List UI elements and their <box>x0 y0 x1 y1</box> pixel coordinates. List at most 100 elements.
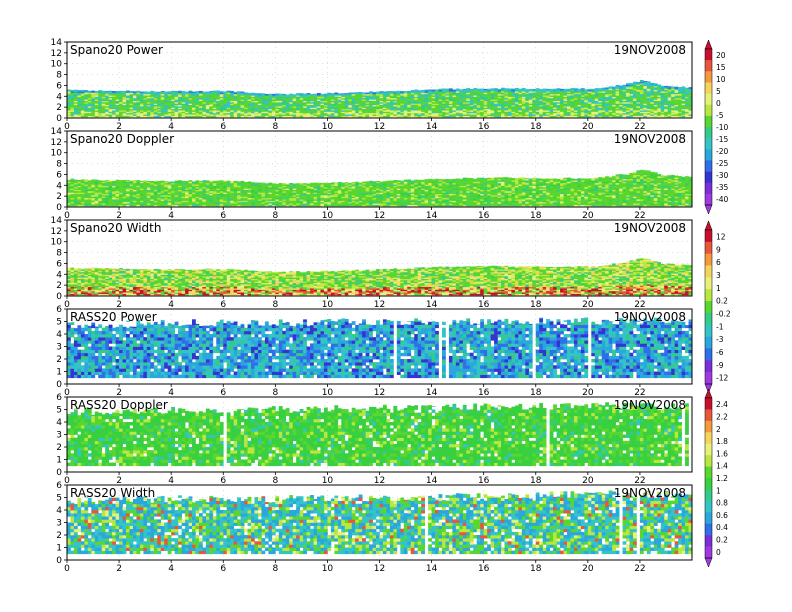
heatmap-cell <box>119 91 123 92</box>
heatmap-cell <box>452 89 456 90</box>
heatmap-cell <box>143 91 147 92</box>
heatmap-cell <box>154 92 158 93</box>
heatmap-cell <box>227 181 231 182</box>
heatmap-cell <box>619 86 623 87</box>
heatmap-cell <box>251 93 255 94</box>
heatmap-cell <box>470 89 474 90</box>
y-tick-label: 14 <box>51 38 63 48</box>
heatmap-cell <box>609 86 613 87</box>
heatmap-cell <box>418 90 422 91</box>
heatmap-cell <box>598 88 602 89</box>
heatmap-cell <box>102 181 106 182</box>
heatmap-cell <box>143 180 147 182</box>
heatmap-cell <box>265 94 269 96</box>
heatmap-cell <box>414 89 418 90</box>
heatmap-cell <box>255 93 259 94</box>
heatmap-cell <box>258 93 262 94</box>
heatmap-cell <box>456 89 460 91</box>
heatmap-cell <box>130 181 134 182</box>
heatmap-cell <box>189 91 193 92</box>
heatmap-cell <box>411 90 415 91</box>
heatmap-cell <box>244 182 248 183</box>
heatmap-cell <box>522 88 526 89</box>
heatmap-cell <box>324 94 328 95</box>
heatmap-cell <box>338 93 342 94</box>
heatmap-cell <box>67 89 71 90</box>
heatmap-cell <box>567 89 571 90</box>
panel-title: Spano20 Power <box>70 43 163 57</box>
heatmap-cell <box>307 93 311 94</box>
heatmap-cell <box>570 88 574 89</box>
heatmap-cell <box>657 84 661 86</box>
heatmap-cell <box>682 86 686 87</box>
heatmap-cell <box>654 83 658 84</box>
heatmap-cell <box>480 89 484 91</box>
heatmap-cell <box>126 180 130 181</box>
heatmap-cell <box>178 91 182 92</box>
heatmap-cell <box>123 91 127 92</box>
heatmap-cell <box>442 88 446 90</box>
heatmap-cell <box>168 91 172 93</box>
heatmap-cell <box>574 88 578 89</box>
heatmap-cell <box>133 91 137 92</box>
heatmap-cell <box>81 90 85 92</box>
heatmap-cell <box>223 91 227 92</box>
heatmap-cell <box>251 182 255 183</box>
heatmap-cell <box>209 181 213 182</box>
heatmap-cell <box>164 181 168 182</box>
heatmap-cell <box>255 182 259 183</box>
heatmap-cell <box>95 180 99 181</box>
heatmap-cell <box>685 88 689 89</box>
heatmap-cell <box>348 92 352 94</box>
heatmap-cell <box>164 92 168 93</box>
heatmap-cell <box>244 93 248 95</box>
heatmap-cell <box>397 91 401 92</box>
heatmap-cell <box>98 90 102 91</box>
heatmap-cell <box>633 82 637 84</box>
heatmap-cell <box>376 92 380 93</box>
heatmap-cell <box>539 89 543 90</box>
heatmap-cell <box>178 180 182 182</box>
heatmap-cell <box>282 183 286 184</box>
heatmap-cell <box>327 93 331 94</box>
heatmap-cell <box>275 93 279 94</box>
heatmap-cell <box>366 93 370 95</box>
y-tick-label: 12 <box>51 49 62 59</box>
heatmap-cell <box>88 91 92 92</box>
y-tick-label: 8 <box>56 71 62 81</box>
heatmap-cell <box>286 95 290 96</box>
heatmap-cell <box>140 181 144 182</box>
heatmap-cell <box>199 181 203 182</box>
heatmap-cell <box>369 91 373 92</box>
heatmap-cell <box>175 181 179 182</box>
heatmap-cell <box>206 180 210 181</box>
heatmap-cell <box>220 180 224 182</box>
heatmap-cell <box>74 180 78 181</box>
heatmap-cell <box>605 87 609 88</box>
heatmap-cell <box>671 86 675 87</box>
heatmap-cell <box>289 183 293 185</box>
heatmap-cell <box>272 94 276 96</box>
heatmap-cell <box>466 88 470 89</box>
heatmap-cell <box>428 90 432 91</box>
y-tick-label: 0 <box>56 114 62 124</box>
heatmap-cell <box>518 89 522 90</box>
heatmap-cell <box>477 89 481 90</box>
heatmap-cell <box>77 180 81 181</box>
heatmap-cell <box>546 89 550 90</box>
heatmap-cell <box>189 180 193 182</box>
heatmap-cell <box>515 88 519 89</box>
heatmap-cell <box>123 180 127 181</box>
heatmap-cell <box>640 80 644 81</box>
y-tick-label: 10 <box>51 60 63 70</box>
heatmap-cell <box>234 92 238 93</box>
heatmap-cell <box>109 181 113 182</box>
heatmap-cell <box>643 81 647 82</box>
heatmap-cell <box>320 94 324 96</box>
heatmap-cell <box>275 184 279 185</box>
heatmap-cell <box>432 89 436 90</box>
heatmap-cell <box>550 89 554 90</box>
heatmap-cell <box>584 89 588 90</box>
